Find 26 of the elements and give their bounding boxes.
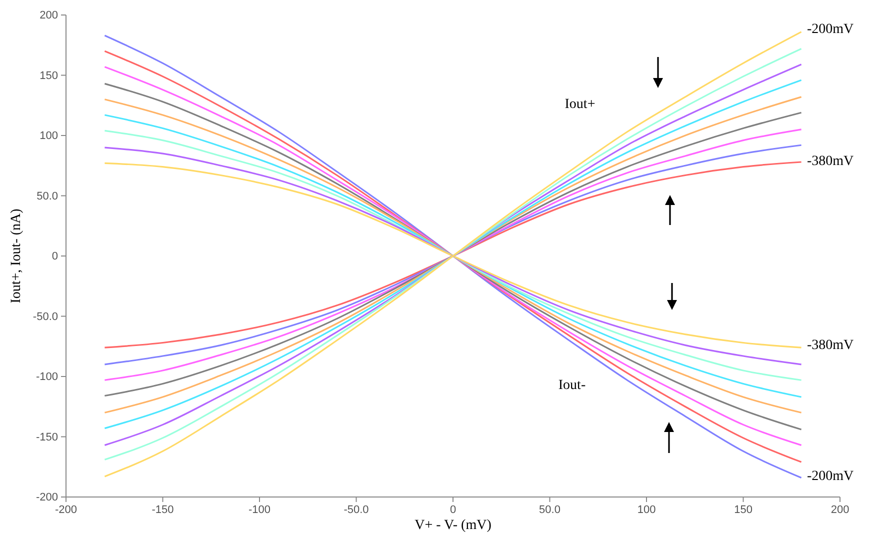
annotation: -200mV — [807, 469, 854, 484]
annotation: Iout+ — [564, 97, 596, 112]
x-tick-label: 200 — [830, 504, 850, 516]
y-tick-label: -100 — [36, 371, 58, 384]
y-tick-label: 200 — [40, 10, 58, 22]
annotation: -200mV — [807, 22, 854, 37]
annotation: -380mV — [807, 338, 854, 353]
x-tick-label: -200 — [54, 504, 78, 516]
y-tick-label: 0 — [52, 250, 58, 263]
x-tick-label: 100 — [637, 504, 656, 516]
x-tick-label: -100 — [248, 504, 271, 516]
annotation: -380mV — [807, 154, 854, 169]
x-tick-label: -150 — [152, 504, 174, 516]
annotation: Iout- — [558, 378, 586, 393]
y-tick-label: -150 — [36, 431, 58, 444]
x-tick-label: 0 — [450, 504, 456, 516]
y-tick-label: -200 — [36, 492, 58, 504]
x-axis-title: V+ - V- (mV) — [414, 518, 492, 533]
y-tick-label: 50.0 — [36, 190, 58, 202]
x-tick-label: -50.0 — [344, 504, 369, 516]
y-tick-label: -50.0 — [32, 310, 58, 323]
x-tick-label: 150 — [734, 504, 752, 516]
y-axis-title: Iout+, Iout- (nA) — [9, 208, 24, 304]
x-tick-label: 50.0 — [539, 504, 560, 516]
y-tick-label: 100 — [40, 130, 58, 142]
y-tick-label: 150 — [40, 70, 58, 82]
